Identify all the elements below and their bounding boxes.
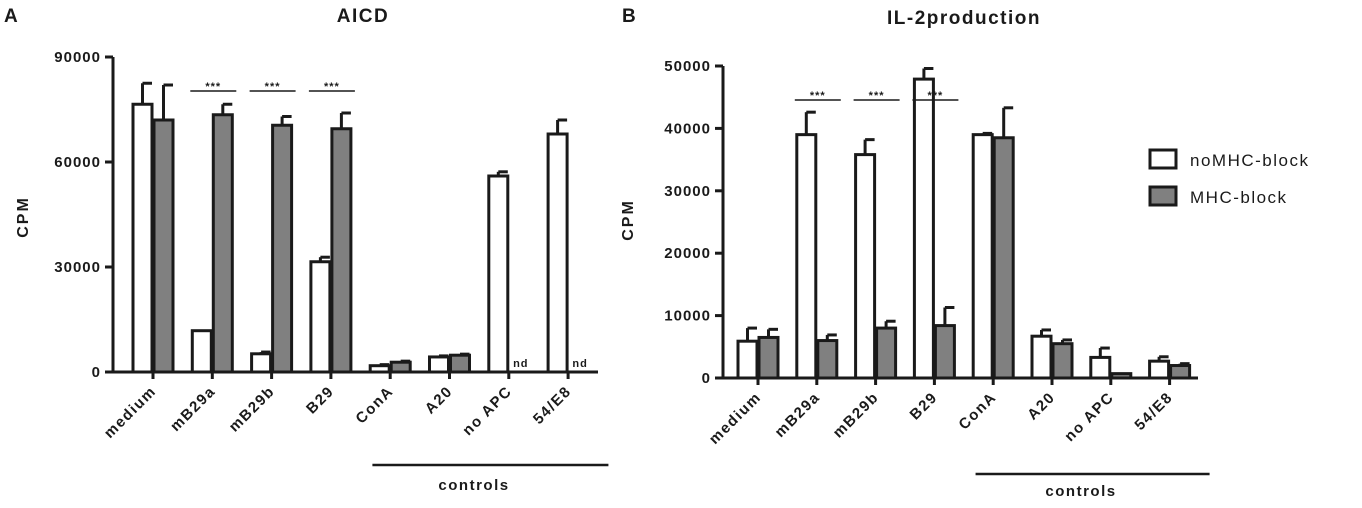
bar-nomhc — [190, 329, 213, 374]
x-tick-label: ConA — [955, 389, 1000, 434]
significance-label: *** — [324, 81, 340, 93]
y-axis-label-b: CPM — [620, 199, 637, 241]
bar-mhc — [152, 118, 175, 374]
x-tick-label: 54/E8 — [1131, 389, 1176, 434]
bar-nomhc — [250, 352, 273, 374]
y-tick-label: 90000 — [54, 49, 101, 66]
bar-nomhc — [1148, 359, 1171, 380]
bar-nomhc — [309, 260, 332, 374]
y-tick-label: 40000 — [664, 120, 711, 137]
legend-label-nomhc: noMHC-block — [1190, 151, 1309, 170]
plot-aicd: 0 30000 60000 90000 medium mB29a mB29b B29 ConA A… — [54, 49, 609, 467]
bar-nomhc — [1089, 355, 1112, 380]
bar-nomhc — [1030, 334, 1053, 380]
bar-nomhc — [912, 77, 935, 380]
x-tick-label: mB29a — [167, 383, 219, 435]
y-tick-label: 10000 — [664, 308, 711, 325]
legend-label-mhc: MHC-block — [1190, 188, 1288, 207]
y-tick-label: 0 — [92, 364, 101, 381]
x-tick-label: medium — [706, 389, 765, 448]
x-tick-label: mB29a — [772, 389, 824, 441]
bar-nomhc — [428, 355, 450, 374]
bar-mhc — [1169, 364, 1192, 380]
bar-mhc — [211, 113, 234, 374]
legend-swatch-nomhc — [1148, 148, 1178, 170]
y-tick-label: 0 — [702, 370, 711, 387]
significance-label: *** — [869, 90, 885, 102]
panel-letter-a: A — [4, 6, 18, 27]
bar-mhc — [816, 339, 839, 380]
significance-label: *** — [810, 90, 826, 102]
bar-mhc — [933, 324, 956, 380]
x-tick-label: mB29b — [226, 383, 279, 436]
bar-nomhc — [854, 153, 877, 380]
significance-label: *** — [265, 81, 281, 93]
significance-label: *** — [927, 90, 943, 102]
nd-label: nd — [513, 358, 528, 370]
y-tick-label: 20000 — [664, 245, 711, 262]
bar-nomhc — [487, 174, 510, 374]
x-tick-label: B29 — [907, 389, 942, 424]
bar-nomhc — [131, 102, 154, 374]
bar-mhc — [875, 326, 898, 380]
y-axis-label-a: CPM — [15, 196, 32, 238]
plot-il2: 0 10000 20000 30000 40000 50000 medium mB29a mB2… — [664, 58, 1210, 476]
y-tick-label: 50000 — [664, 58, 711, 75]
significance-label: *** — [205, 81, 221, 93]
x-tick-label: A20 — [1024, 389, 1059, 424]
bar-mhc — [992, 136, 1015, 380]
bar-mhc — [271, 123, 294, 374]
x-tick-label: medium — [101, 383, 160, 442]
bar-mhc — [330, 127, 353, 374]
bar-mhc — [757, 335, 780, 380]
x-tick-label: B29 — [303, 383, 338, 418]
bar-nomhc — [971, 133, 994, 380]
bar-nomhc — [736, 339, 759, 380]
y-tick-label: 60000 — [54, 154, 101, 171]
x-tick-label: 54/E8 — [530, 383, 575, 428]
chart-title-aicd: AICD — [337, 6, 389, 27]
controls-label-b: controls — [1045, 483, 1116, 500]
chart-title-il2: IL-2production — [887, 8, 1041, 29]
panel-letter-b: B — [622, 6, 636, 27]
controls-label-a: controls — [438, 477, 509, 494]
x-tick-label: no APC — [459, 383, 515, 439]
x-tick-label: ConA — [352, 383, 397, 428]
nd-label: nd — [572, 358, 587, 370]
bar-nomhc — [795, 133, 818, 380]
bar-mhc — [1051, 342, 1074, 380]
bar-nomhc — [546, 132, 569, 374]
x-tick-label: no APC — [1061, 389, 1117, 445]
legend-swatch-mhc — [1148, 185, 1178, 207]
y-tick-label: 30000 — [664, 183, 711, 200]
x-tick-label: mB29b — [830, 389, 883, 442]
bar-mhc — [449, 353, 471, 374]
y-tick-label: 30000 — [54, 259, 101, 276]
x-tick-label: A20 — [422, 383, 457, 418]
